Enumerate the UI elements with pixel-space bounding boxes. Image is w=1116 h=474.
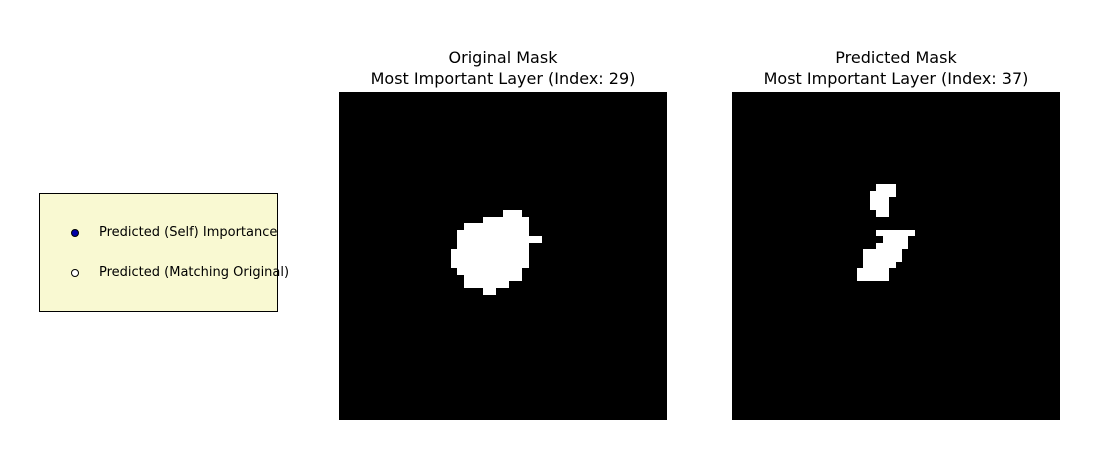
original-mask-title: Original Mask Most Important Layer (Inde…: [303, 47, 703, 89]
legend-item-matching-original: Predicted (Matching Original): [40, 263, 289, 283]
original-mask-svg: [451, 210, 542, 295]
predicted-mask-title: Predicted Mask Most Important Layer (Ind…: [696, 47, 1096, 89]
filled-circle-icon: [71, 229, 79, 237]
legend-item-self-importance: Predicted (Self) Importance: [40, 223, 279, 243]
legend-label-matching-original: Predicted (Matching Original): [99, 265, 290, 280]
hollow-circle-icon: [71, 269, 79, 277]
original-mask-blob: [451, 210, 542, 295]
original-mask-title-line2: Most Important Layer (Index: 29): [370, 69, 636, 88]
predicted-mask-svg: [857, 184, 915, 281]
legend-label-self-importance: Predicted (Self) Importance: [99, 225, 278, 240]
predicted-mask-title-line2: Most Important Layer (Index: 37): [763, 69, 1029, 88]
legend: Predicted (Self) Importance Predicted (M…: [39, 193, 289, 312]
predicted-mask-upper-blob: [870, 184, 896, 217]
predicted-mask-image: [732, 92, 1060, 420]
original-mask-spur: [522, 236, 542, 243]
predicted-mask-title-line1: Predicted Mask: [835, 48, 957, 67]
predicted-mask-lower-blob: [857, 230, 915, 281]
original-mask-image: [339, 92, 667, 420]
original-mask-title-line1: Original Mask: [448, 48, 558, 67]
